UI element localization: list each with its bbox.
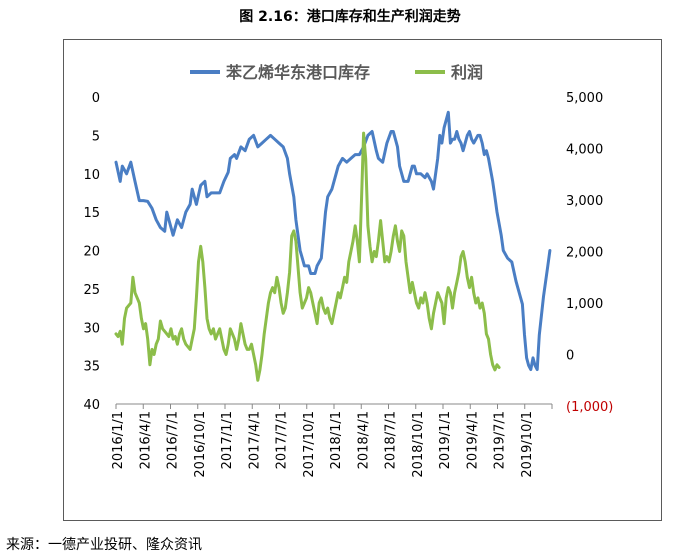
x-axis: 2016/1/1 2016/4/1 2016/7/1 2016/10/1 2017/1/… xyxy=(111,403,553,478)
x-tick-label: 2017/7/1 xyxy=(275,411,290,469)
x-tick-label: 2017/4/1 xyxy=(247,411,262,469)
legend: 苯乙烯华东港口库存 利润 xyxy=(190,63,483,82)
right-tick-label: 3,000 xyxy=(566,194,603,209)
series-line-profit xyxy=(114,131,501,382)
chart-caption: 图 2.16：港口库存和生产利润走势 xyxy=(239,9,461,25)
right-axis: 5,000 4,000 3,000 2,000 1,000 0 (1,000) xyxy=(566,91,613,415)
x-tick-label: 2019/10/1 xyxy=(520,411,535,478)
left-tick-label: 15 xyxy=(83,206,100,221)
right-tick-label: 5,000 xyxy=(566,91,603,106)
left-axis: 0 5 10 15 20 25 30 35 40 xyxy=(83,91,100,413)
left-tick-label: 30 xyxy=(83,321,100,336)
series-layer xyxy=(114,110,552,382)
x-tick-label: 2017/1/1 xyxy=(220,411,235,469)
x-tick-label: 2016/4/1 xyxy=(138,411,153,469)
right-tick-label: 1,000 xyxy=(566,297,603,312)
x-tick-label: 2018/4/1 xyxy=(356,411,371,469)
left-tick-label: 20 xyxy=(83,245,100,260)
x-tick-label: 2019/7/1 xyxy=(493,411,508,469)
source-note: 来源：一德产业投研、隆众资讯 xyxy=(6,537,202,553)
left-tick-label: 25 xyxy=(83,283,100,298)
x-tick-label: 2017/10/1 xyxy=(302,411,317,478)
x-tick-label: 2019/1/1 xyxy=(438,411,453,469)
right-tick-label: 2,000 xyxy=(566,246,603,261)
right-tick-label: (1,000) xyxy=(566,400,613,415)
left-tick-label: 0 xyxy=(92,91,100,106)
right-tick-label: 0 xyxy=(566,349,574,364)
x-tick-label: 2018/7/1 xyxy=(384,411,399,469)
x-tick-label: 2018/1/1 xyxy=(329,411,344,469)
chart-frame xyxy=(63,39,662,521)
x-tick-label: 2016/10/1 xyxy=(193,411,208,478)
left-tick-label: 40 xyxy=(83,398,100,413)
legend-label-profit: 利润 xyxy=(451,63,483,82)
x-tick-label: 2019/4/1 xyxy=(465,411,480,469)
left-tick-label: 35 xyxy=(83,360,100,375)
legend-label-inventory: 苯乙烯华东港口库存 xyxy=(225,63,370,82)
right-tick-label: 4,000 xyxy=(566,143,603,158)
left-tick-label: 5 xyxy=(92,129,100,144)
left-tick-label: 10 xyxy=(83,168,100,183)
x-tick-label: 2016/7/1 xyxy=(166,411,181,469)
x-tick-label: 2016/1/1 xyxy=(111,411,126,469)
x-tick-label: 2018/10/1 xyxy=(411,411,426,478)
